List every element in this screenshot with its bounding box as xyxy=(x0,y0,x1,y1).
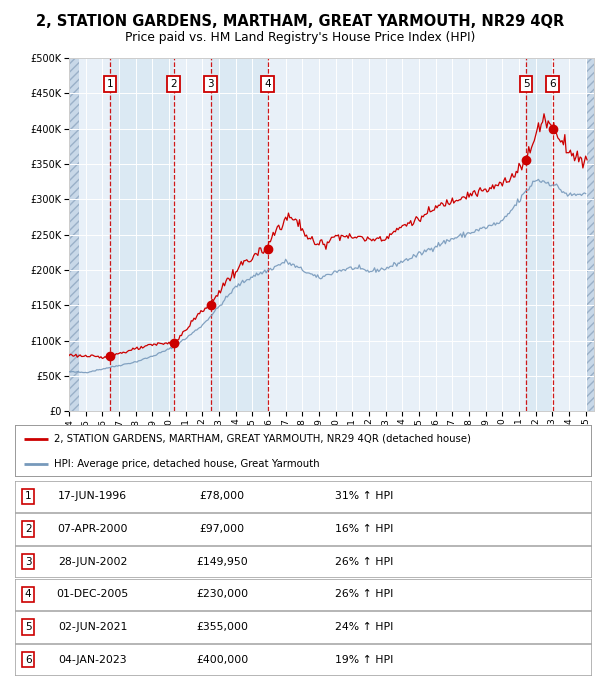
Text: HPI: Average price, detached house, Great Yarmouth: HPI: Average price, detached house, Grea… xyxy=(54,459,320,469)
Text: 2, STATION GARDENS, MARTHAM, GREAT YARMOUTH, NR29 4QR (detached house): 2, STATION GARDENS, MARTHAM, GREAT YARMO… xyxy=(54,434,471,444)
Text: 07-APR-2000: 07-APR-2000 xyxy=(58,524,128,534)
Text: £230,000: £230,000 xyxy=(196,590,248,599)
Bar xyxy=(526,58,553,411)
Bar xyxy=(110,58,173,411)
Text: 24% ↑ HPI: 24% ↑ HPI xyxy=(335,622,393,632)
Text: 6: 6 xyxy=(25,655,32,664)
Text: 01-DEC-2005: 01-DEC-2005 xyxy=(56,590,129,599)
Text: 17-JUN-1996: 17-JUN-1996 xyxy=(58,492,127,501)
Text: 4: 4 xyxy=(25,590,32,599)
Text: 2: 2 xyxy=(170,79,177,89)
Bar xyxy=(69,58,79,411)
Text: £355,000: £355,000 xyxy=(196,622,248,632)
Text: 26% ↑ HPI: 26% ↑ HPI xyxy=(335,557,393,566)
Text: 19% ↑ HPI: 19% ↑ HPI xyxy=(335,655,393,664)
Text: 28-JUN-2002: 28-JUN-2002 xyxy=(58,557,127,566)
Text: 1: 1 xyxy=(25,492,32,501)
Text: 3: 3 xyxy=(25,557,32,566)
Text: 5: 5 xyxy=(25,622,32,632)
Text: 31% ↑ HPI: 31% ↑ HPI xyxy=(335,492,393,501)
Text: 3: 3 xyxy=(207,79,214,89)
Text: 02-JUN-2021: 02-JUN-2021 xyxy=(58,622,127,632)
Text: 2: 2 xyxy=(25,524,32,534)
Text: 4: 4 xyxy=(265,79,271,89)
Text: 04-JAN-2023: 04-JAN-2023 xyxy=(58,655,127,664)
Text: Price paid vs. HM Land Registry's House Price Index (HPI): Price paid vs. HM Land Registry's House … xyxy=(125,31,475,44)
Text: 1: 1 xyxy=(107,79,113,89)
Bar xyxy=(211,58,268,411)
Text: 2, STATION GARDENS, MARTHAM, GREAT YARMOUTH, NR29 4QR: 2, STATION GARDENS, MARTHAM, GREAT YARMO… xyxy=(36,14,564,29)
Text: £78,000: £78,000 xyxy=(200,492,245,501)
Text: 6: 6 xyxy=(549,79,556,89)
Text: 26% ↑ HPI: 26% ↑ HPI xyxy=(335,590,393,599)
Bar xyxy=(587,58,594,411)
Text: 16% ↑ HPI: 16% ↑ HPI xyxy=(335,524,393,534)
Text: £149,950: £149,950 xyxy=(196,557,248,566)
Text: 5: 5 xyxy=(523,79,529,89)
Text: £97,000: £97,000 xyxy=(200,524,245,534)
Text: £400,000: £400,000 xyxy=(196,655,248,664)
